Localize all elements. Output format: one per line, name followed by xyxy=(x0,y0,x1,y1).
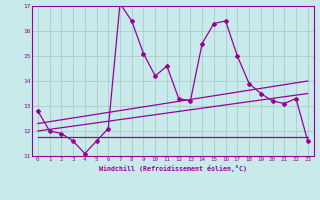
X-axis label: Windchill (Refroidissement éolien,°C): Windchill (Refroidissement éolien,°C) xyxy=(99,165,247,172)
